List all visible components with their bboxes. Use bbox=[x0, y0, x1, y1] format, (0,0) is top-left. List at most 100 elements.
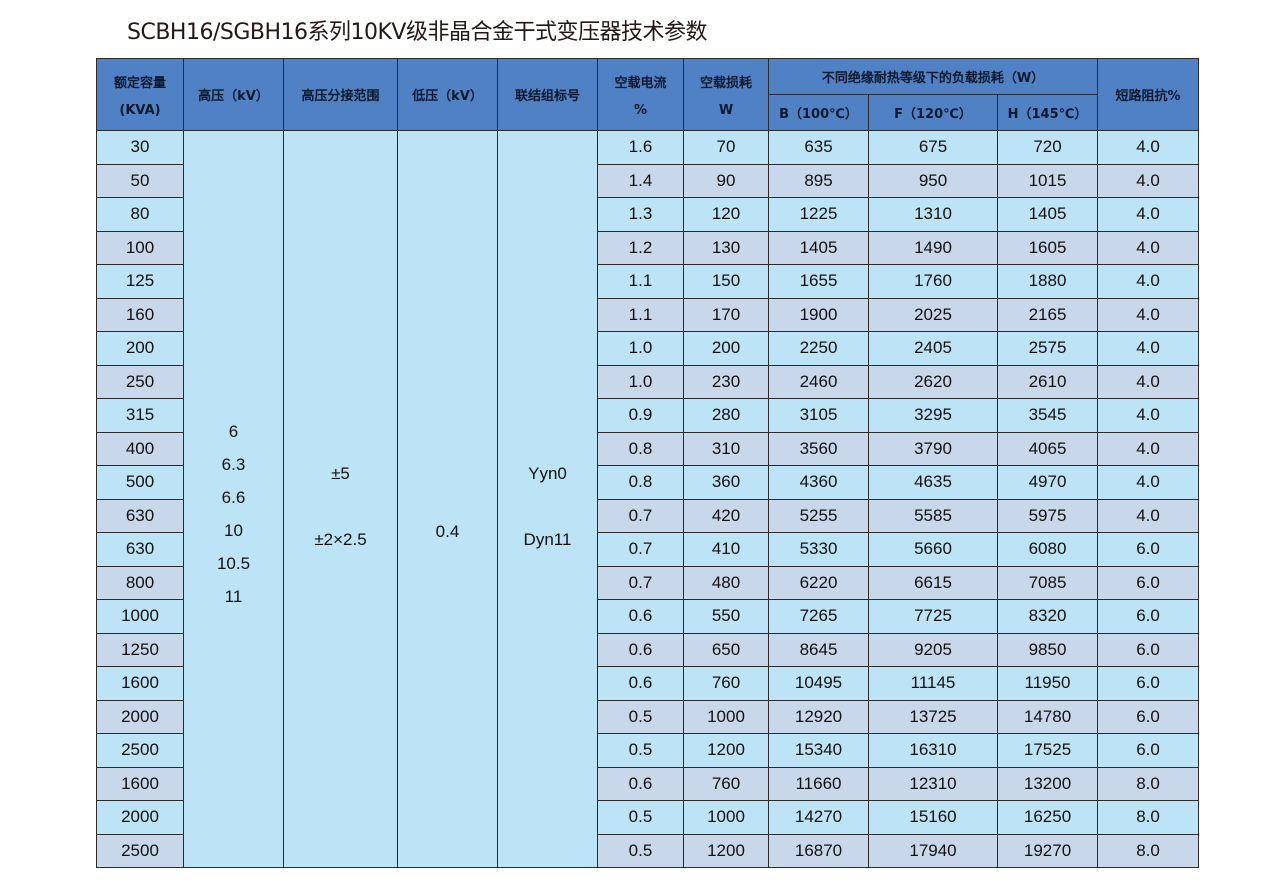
high-voltage-value: 10.5 bbox=[216, 554, 251, 573]
table-row: 2500 0.5 1200 15340 16310 17525 6.0 bbox=[96, 733, 1200, 768]
header-impedance: 短路阻抗% bbox=[1097, 58, 1200, 131]
cell-no-load-loss: 310 bbox=[683, 431, 769, 466]
cell-no-load-current: 0.5 bbox=[597, 800, 684, 835]
cell-load-loss-b: 11660 bbox=[768, 766, 869, 801]
cell-no-load-loss: 650 bbox=[683, 632, 769, 667]
cell-load-loss-f: 3295 bbox=[868, 398, 998, 433]
header-no-load-current: 空载电流% bbox=[597, 58, 684, 131]
table-row: 200 1.0 200 2250 2405 2575 4.0 bbox=[96, 331, 1200, 366]
cell-load-loss-h: 1015 bbox=[996, 163, 1099, 198]
cell-capacity: 1600 bbox=[96, 766, 184, 801]
cell-capacity: 400 bbox=[96, 431, 184, 466]
cell-load-loss-h: 8320 bbox=[996, 599, 1099, 634]
cell-impedance: 8.0 bbox=[1097, 766, 1200, 801]
cell-load-loss-f: 15160 bbox=[868, 800, 998, 835]
cell-no-load-current: 0.6 bbox=[597, 666, 684, 701]
cell-capacity: 100 bbox=[96, 230, 184, 265]
cell-load-loss-b: 1225 bbox=[768, 197, 869, 232]
cell-load-loss-f: 9205 bbox=[868, 632, 998, 667]
cell-impedance: 6.0 bbox=[1097, 699, 1200, 734]
cell-impedance: 6.0 bbox=[1097, 733, 1200, 768]
table-row: 80 1.3 120 1225 1310 1405 4.0 bbox=[96, 197, 1200, 232]
cell-no-load-current: 0.6 bbox=[597, 599, 684, 634]
cell-capacity: 2000 bbox=[96, 699, 184, 734]
cell-capacity: 630 bbox=[96, 532, 184, 567]
cell-load-loss-b: 12920 bbox=[768, 699, 869, 734]
table-row: 2000 0.5 1000 12920 13725 14780 6.0 bbox=[96, 699, 1200, 734]
cell-load-loss-b: 7265 bbox=[768, 599, 869, 634]
cell-impedance: 8.0 bbox=[1097, 833, 1200, 868]
cell-no-load-current: 0.5 bbox=[597, 833, 684, 868]
cell-no-load-loss: 550 bbox=[683, 599, 769, 634]
cell-low-voltage: 0.4 bbox=[397, 130, 498, 868]
cell-load-loss-f: 11145 bbox=[868, 666, 998, 701]
header-load-loss-b: B（100℃） bbox=[768, 94, 869, 131]
cell-load-loss-h: 1405 bbox=[996, 197, 1099, 232]
high-voltage-value: 10 bbox=[224, 521, 243, 540]
cell-no-load-loss: 150 bbox=[683, 264, 769, 299]
cell-load-loss-h: 17525 bbox=[996, 733, 1099, 768]
cell-no-load-loss: 280 bbox=[683, 398, 769, 433]
cell-impedance: 4.0 bbox=[1097, 431, 1200, 466]
header-capacity: 额定容量 (KVA) bbox=[96, 58, 184, 131]
cell-load-loss-b: 5330 bbox=[768, 532, 869, 567]
cell-load-loss-h: 1605 bbox=[996, 230, 1099, 265]
cell-no-load-current: 0.7 bbox=[597, 565, 684, 600]
cell-no-load-current: 0.5 bbox=[597, 733, 684, 768]
cell-load-loss-f: 12310 bbox=[868, 766, 998, 801]
cell-no-load-loss: 760 bbox=[683, 666, 769, 701]
header-tap-range: 高压分接范围 bbox=[283, 58, 398, 131]
cell-no-load-loss: 200 bbox=[683, 331, 769, 366]
high-voltage-value: 6.3 bbox=[221, 455, 246, 474]
table-row: 160 1.1 170 1900 2025 2165 4.0 bbox=[96, 297, 1200, 332]
cell-impedance: 6.0 bbox=[1097, 632, 1200, 667]
cell-no-load-loss: 130 bbox=[683, 230, 769, 265]
header-low-voltage: 低压（kV） bbox=[397, 58, 498, 131]
cell-load-loss-b: 2460 bbox=[768, 364, 869, 399]
cell-impedance: 4.0 bbox=[1097, 163, 1200, 198]
tap-range-value: ±2×2.5 bbox=[314, 529, 367, 549]
table-row: 100 1.2 130 1405 1490 1605 4.0 bbox=[96, 230, 1200, 265]
cell-impedance: 4.0 bbox=[1097, 230, 1200, 265]
table-row: 30 6 6.3 6.6 10 10.5 11 ±5 ±2×2.5 0.4 Yyn0 Dyn11 1.6… bbox=[96, 130, 1200, 868]
cell-capacity: 50 bbox=[96, 163, 184, 198]
table-row: 2500 0.5 1200 16870 17940 19270 8.0 bbox=[96, 833, 1200, 868]
cell-load-loss-f: 1310 bbox=[868, 197, 998, 232]
cell-no-load-loss: 1000 bbox=[683, 800, 769, 835]
cell-no-load-current: 1.4 bbox=[597, 163, 684, 198]
table-row: 800 0.7 480 6220 6615 7085 6.0 bbox=[96, 565, 1200, 600]
cell-no-load-current: 0.7 bbox=[597, 532, 684, 567]
cell-load-loss-h: 4065 bbox=[996, 431, 1099, 466]
cell-impedance: 4.0 bbox=[1097, 130, 1200, 165]
cell-no-load-current: 0.7 bbox=[597, 498, 684, 533]
cell-load-loss-f: 2025 bbox=[868, 297, 998, 332]
cell-load-loss-b: 8645 bbox=[768, 632, 869, 667]
cell-capacity: 1600 bbox=[96, 666, 184, 701]
cell-load-loss-f: 7725 bbox=[868, 599, 998, 634]
cell-impedance: 4.0 bbox=[1097, 364, 1200, 399]
spec-table: 额定容量 (KVA) 高压（kV） 高压分接范围 低压（kV） 联结组标号 空载电… bbox=[96, 58, 1200, 868]
cell-load-loss-h: 6080 bbox=[996, 532, 1099, 567]
cell-load-loss-h: 2610 bbox=[996, 364, 1099, 399]
page-title: SCBH16/SGBH16系列10KV级非晶合金干式变压器技术参数 bbox=[127, 20, 707, 45]
cell-capacity: 2500 bbox=[96, 833, 184, 868]
cell-load-loss-f: 13725 bbox=[868, 699, 998, 734]
cell-load-loss-b: 16870 bbox=[768, 833, 869, 868]
cell-tap-range: ±5 ±2×2.5 bbox=[283, 130, 398, 868]
cell-load-loss-b: 635 bbox=[768, 130, 869, 165]
cell-load-loss-h: 9850 bbox=[996, 632, 1099, 667]
tap-range-value: ±5 bbox=[331, 463, 350, 483]
header-high-voltage: 高压（kV） bbox=[183, 58, 284, 131]
cell-load-loss-b: 1900 bbox=[768, 297, 869, 332]
cell-no-load-loss: 480 bbox=[683, 565, 769, 600]
cell-no-load-loss: 420 bbox=[683, 498, 769, 533]
table-row: 400 0.8 310 3560 3790 4065 4.0 bbox=[96, 431, 1200, 466]
cell-capacity: 2500 bbox=[96, 733, 184, 768]
cell-no-load-current: 1.1 bbox=[597, 297, 684, 332]
cell-load-loss-b: 1655 bbox=[768, 264, 869, 299]
table-row: 2000 0.5 1000 14270 15160 16250 8.0 bbox=[96, 800, 1200, 835]
cell-capacity: 30 bbox=[96, 130, 184, 165]
cell-load-loss-h: 4970 bbox=[996, 465, 1099, 500]
cell-no-load-current: 0.6 bbox=[597, 632, 684, 667]
cell-impedance: 4.0 bbox=[1097, 197, 1200, 232]
